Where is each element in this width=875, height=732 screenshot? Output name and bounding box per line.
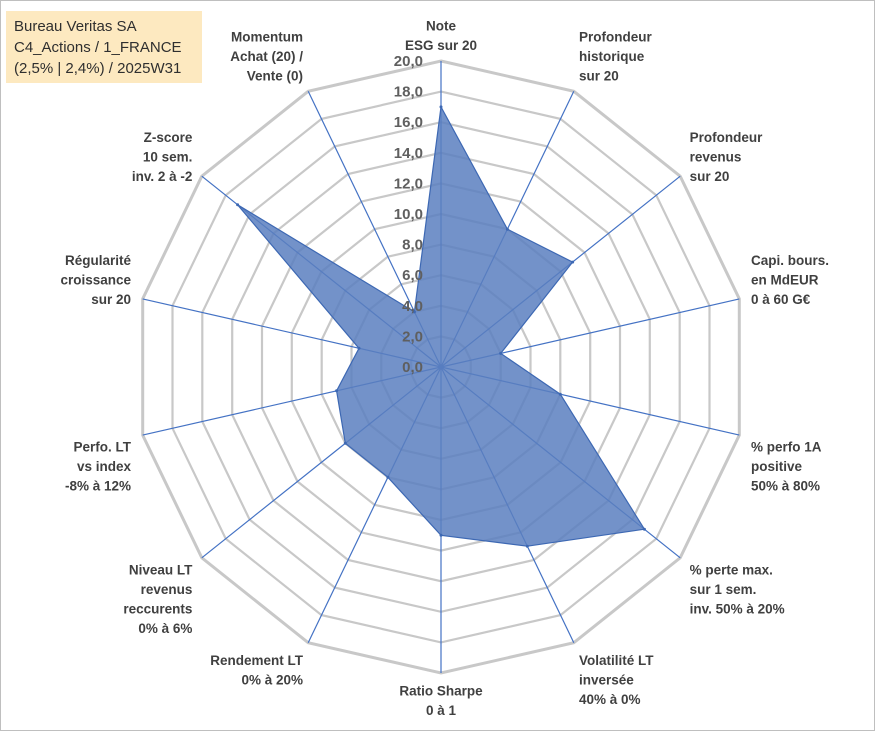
axis-label: Régularité croissance sur 20 [60,253,131,307]
axis-label: Volatilité LT inversée 40% à 0% [579,653,654,707]
data-point [412,310,416,314]
axis-label-line: inv. 2 à -2 [132,169,193,184]
axis-label: Capi. bours. en MdEUR 0 à 60 G€ [751,253,829,307]
axis-label: Profondeur revenus sur 20 [690,130,763,184]
axis-label-line: Achat (20) / [230,49,303,64]
chart-title-box: Bureau Veritas SA C4_Actions / 1_FRANCE … [6,11,202,83]
data-point [335,389,339,393]
axis-label-line: Niveau LT [129,562,193,577]
tick-label: 6,0 [402,267,423,284]
data-point [505,227,509,231]
axis-label: Niveau LT revenus reccurents 0% à 6% [123,562,193,636]
radar-series [236,104,646,548]
tick-label: 10,0 [394,206,423,223]
tick-label: 14,0 [394,145,423,162]
axis-label-line: 50% à 80% [751,479,820,494]
axis-label-line: sur 20 [91,292,131,307]
axis-label-line: Note [426,19,456,34]
axis-label-line: 0 à 60 G€ [751,292,811,307]
axis-label: Perfo. LT vs index -8% à 12% [65,440,132,494]
tick-label: 12,0 [394,175,423,192]
axis-label-line: -8% à 12% [65,479,131,494]
tick-label: 16,0 [394,114,423,131]
radar-axis-labels: Note ESG sur 20 Profondeur historique sur 20… [60,19,829,719]
axis-label-line: inversée [579,673,634,688]
chart-title-line-1: Bureau Veritas SA [14,18,137,35]
axis-label-line: 0% à 20% [241,673,303,688]
data-point [343,441,347,445]
tick-label: 20,0 [394,53,423,70]
axis-label-line: en MdEUR [751,272,819,287]
axis-label: % perte max. sur 1 sem. inv. 50% à 20% [690,562,785,616]
axis-label-line: Perfo. LT [73,440,131,455]
axis-label: Note ESG sur 20 [405,19,477,54]
axis-label: Ratio Sharpe 0 à 1 [399,684,483,719]
axis-label: Profondeur historique sur 20 [579,29,652,83]
tick-label: 0,0 [402,359,423,376]
data-point [642,527,646,531]
tick-label: 4,0 [402,298,423,315]
axis-label-line: 0% à 6% [138,621,192,636]
data-point [236,203,240,207]
axis-label: Z-score 10 sem. inv. 2 à -2 [132,130,193,184]
data-point [439,533,443,537]
data-point [525,544,529,548]
axis-label-line: 10 sem. [143,150,193,165]
axis-label: Momentum Achat (20) / Vente (0) [230,29,303,83]
data-point [439,105,443,109]
data-point [357,346,361,350]
axis-label-line: reccurents [123,601,192,616]
axis-label-line: Z-score [144,130,193,145]
axis-label-line: sur 1 sem. [690,582,757,597]
tick-label: 2,0 [402,328,423,345]
axis-label-line: 40% à 0% [579,692,641,707]
axis-label-line: % perte max. [690,562,773,577]
axis-label-line: inv. 50% à 20% [690,601,785,616]
axis-label-line: Régularité [65,253,132,268]
data-point [499,351,503,355]
axis-label-line: croissance [60,272,131,287]
axis-label-line: vs index [77,459,132,474]
data-point [571,260,575,264]
axis-label-line: Ratio Sharpe [399,684,483,699]
axis-label-line: revenus [690,150,742,165]
axis-label-line: positive [751,459,803,474]
axis-label-line: Rendement LT [210,653,304,668]
tick-label: 8,0 [402,237,423,254]
axis-label-line: Momentum [231,29,303,44]
axis-label-line: Volatilité LT [579,653,654,668]
data-point [558,392,562,396]
data-point [386,475,390,479]
axis-label-line: 0 à 1 [426,703,457,718]
axis-label-line: revenus [141,582,193,597]
axis-label-line: sur 20 [579,68,619,83]
axis-label: % perfo 1A positive 50% à 80% [751,440,822,494]
tick-label: 18,0 [394,84,423,101]
axis-label-line: Capi. bours. [751,253,829,268]
axis-label-line: Vente (0) [247,68,303,83]
axis-label-line: Profondeur [579,29,652,44]
axis-label-line: historique [579,49,645,64]
radar-tick-labels: 0,0 2,0 4,0 6,0 8,0 10,0 12,0 14,0 16,0 18,0 20,0 [394,53,423,376]
chart-title-line-3: (2,5% | 2,4%) / 2025W31 [14,60,182,77]
axis-label-line: % perfo 1A [751,440,822,455]
axis-label-line: sur 20 [690,169,730,184]
chart-title-line-2: C4_Actions / 1_FRANCE [14,39,182,56]
axis-label-line: Profondeur [690,130,763,145]
axis-label-line: ESG sur 20 [405,38,477,53]
axis-label: Rendement LT 0% à 20% [210,653,304,688]
